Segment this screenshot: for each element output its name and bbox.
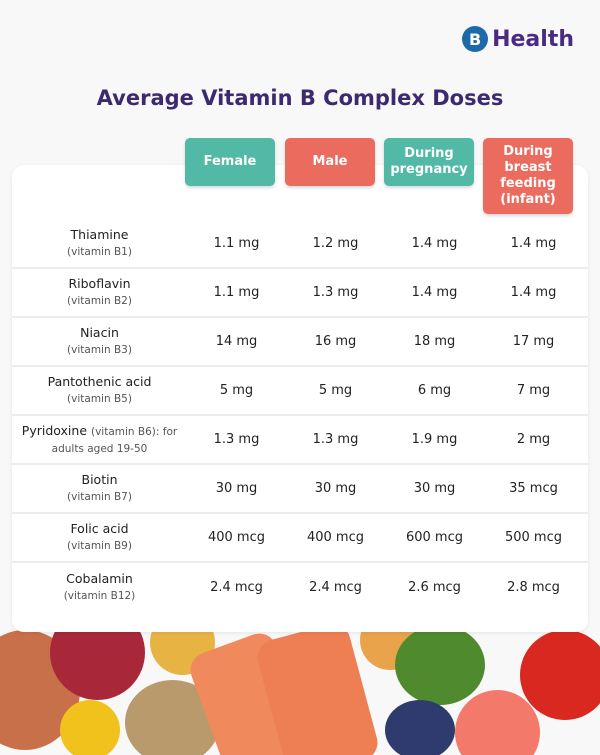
vitamin-name: Biotin (vitamin B7): [12, 472, 187, 505]
table-row: Pyridoxine (vitamin B6): for adults aged…: [12, 416, 588, 465]
vitamin-label: Cobalamin: [66, 571, 133, 587]
logo-text: Health: [492, 26, 574, 52]
dose-cell: 400 mcg: [207, 530, 265, 545]
dose-cell: 17 mg: [512, 334, 555, 349]
column-header-female: Female: [185, 138, 275, 186]
vitamin-sublabel: (vitamin B1): [67, 246, 132, 259]
vitamin-name: Cobalamin (vitamin B12): [12, 571, 187, 604]
column-header-pregnancy: During pregnancy: [384, 138, 474, 186]
dose-cell: 2 mg: [516, 432, 551, 447]
vitamin-sublabel: (vitamin B12): [63, 590, 136, 603]
dose-table: [12, 165, 588, 632]
dose-cell: 1.4 mg: [510, 236, 557, 251]
vitamin-label: Niacin: [80, 325, 119, 341]
vitamin-label: Thiamine: [70, 227, 129, 243]
dose-cell: 30 mg: [215, 481, 258, 496]
vitamin-name: Pantothenic acid (vitamin B5): [12, 374, 187, 407]
vitamin-sublabel: (vitamin B6): for adults aged 19-50: [51, 425, 178, 455]
vitamin-label: Biotin: [81, 472, 118, 488]
dose-cell: 1.1 mg: [213, 236, 260, 251]
vitamin-label: Pantothenic acid: [47, 374, 152, 390]
vitamin-sublabel: (vitamin B5): [67, 393, 132, 406]
table-row: Pantothenic acid (vitamin B5) 5 mg 5 mg 6 mg…: [12, 367, 588, 416]
dose-cell: 1.9 mg: [411, 432, 458, 447]
table-row: Riboflavin (vitamin B2) 1.1 mg 1.3 mg 1.4 mg…: [12, 269, 588, 318]
vitamin-name: Folic acid (vitamin B9): [12, 521, 187, 554]
dose-cell: 30 mg: [314, 481, 357, 496]
vitamin-sublabel: (vitamin B9): [67, 540, 132, 553]
vitamin-name: Riboflavin (vitamin B2): [12, 276, 187, 309]
vitamin-sublabel: (vitamin B2): [67, 295, 132, 308]
dose-cell: 2.4 mcg: [309, 580, 362, 595]
dose-cell: 16 mg: [314, 334, 357, 349]
dose-cell: 1.2 mg: [312, 236, 359, 251]
table-row: Thiamine (vitamin B1) 1.1 mg 1.2 mg 1.4 mg 1.…: [12, 220, 588, 269]
dose-cell: 14 mg: [215, 334, 258, 349]
table-row: Folic acid (vitamin B9) 400 mcg 400 mcg 600 …: [12, 514, 588, 563]
dose-cell: 18 mg: [413, 334, 456, 349]
dose-cell: 500 mcg: [504, 530, 562, 545]
dose-cell: 35 mcg: [509, 481, 558, 496]
dose-cell: 7 mg: [516, 383, 551, 398]
dose-cell: 400 mcg: [306, 530, 364, 545]
vitamin-name: Pyridoxine (vitamin B6): for adults aged…: [12, 423, 187, 456]
vitamin-label: Riboflavin: [68, 276, 131, 292]
dose-cell: 1.3 mg: [213, 432, 260, 447]
dose-cell: 2.8 mcg: [507, 580, 560, 595]
dose-cell: 1.3 mg: [312, 285, 359, 300]
vitamin-name: Niacin (vitamin B3): [12, 325, 187, 358]
dose-cell: 30 mg: [413, 481, 456, 496]
dose-cell: 1.4 mg: [411, 236, 458, 251]
dose-cell: 1.3 mg: [312, 432, 359, 447]
vitamin-sublabel: (vitamin B7): [67, 491, 132, 504]
dose-cell: 5 mg: [219, 383, 254, 398]
dose-cell: 2.4 mcg: [210, 580, 263, 595]
dose-cell: 1.4 mg: [510, 285, 557, 300]
table-row: Cobalamin (vitamin B12) 2.4 mcg 2.4 mcg 2.6 …: [12, 563, 588, 612]
dose-cell: 600 mcg: [405, 530, 463, 545]
dose-cell: 6 mg: [417, 383, 452, 398]
column-header-male: Male: [285, 138, 375, 186]
vitamin-label: Pyridoxine: [21, 422, 88, 438]
dose-cell: 1.4 mg: [411, 285, 458, 300]
table-row: Biotin (vitamin B7) 30 mg 30 mg 30 mg 35 mcg: [12, 465, 588, 514]
vitamin-sublabel: (vitamin B3): [67, 344, 132, 357]
table-row: Niacin (vitamin B3) 14 mg 16 mg 18 mg 17 mg: [12, 318, 588, 367]
dose-cell: 5 mg: [318, 383, 353, 398]
page-title: Average Vitamin B Complex Doses: [96, 86, 504, 110]
dose-cell: 1.1 mg: [213, 285, 260, 300]
column-header-breastfeeding: During breast feeding (infant): [483, 138, 573, 214]
brand-logo: B Health: [462, 26, 574, 52]
logo-mark: B: [462, 26, 489, 52]
vitamin-name: Thiamine (vitamin B1): [12, 227, 187, 260]
vitamin-label: Folic acid: [70, 521, 129, 537]
dose-cell: 2.6 mcg: [408, 580, 461, 595]
